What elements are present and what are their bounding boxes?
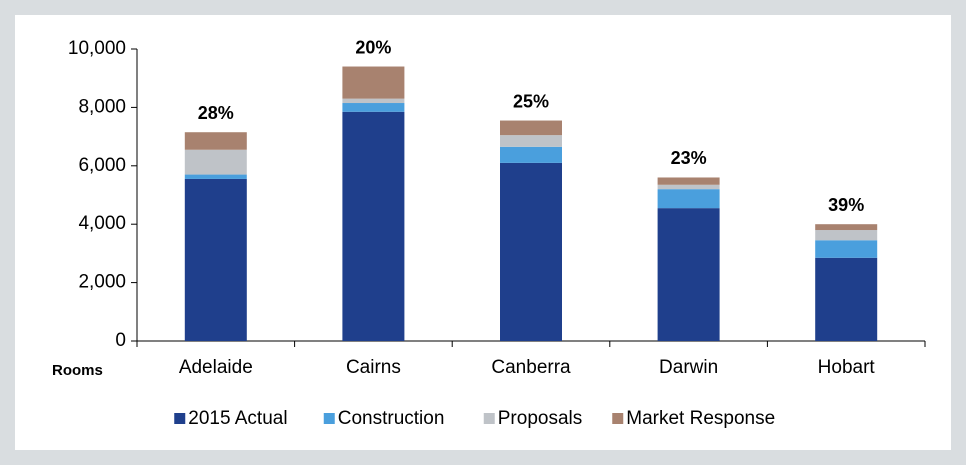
legend-label: 2015 Actual [188, 408, 287, 429]
bar-segment [657, 184, 720, 190]
bar-segment [500, 135, 562, 147]
bar-segment [184, 132, 247, 150]
annotation: 25% [513, 91, 549, 111]
bar-segment [500, 162, 562, 341]
legend-swatch [174, 413, 186, 424]
axis-label: Rooms [52, 362, 103, 379]
annotation: 28% [198, 103, 234, 123]
bar-segment [342, 98, 405, 104]
annotation: 23% [671, 148, 707, 168]
bar-segment [815, 240, 878, 258]
bar-segment [184, 149, 247, 175]
legend-label: Market Response [626, 408, 775, 429]
legend-swatch [323, 413, 335, 424]
y-tick-label: 2,000 [78, 272, 126, 293]
bar-segment [815, 230, 878, 241]
bar-segment [342, 111, 405, 341]
legend-swatch [483, 413, 495, 424]
bar-segment [657, 208, 720, 341]
y-tick-label: 8,000 [78, 96, 126, 117]
y-tick-label: 6,000 [78, 155, 126, 176]
bar-segment [342, 103, 405, 112]
y-tick-label: 4,000 [78, 213, 126, 234]
x-tick-label: Darwin [659, 357, 718, 378]
bar-segment [184, 178, 247, 341]
panel [15, 15, 951, 450]
legend-label: Construction [338, 408, 445, 429]
bar-segment [815, 257, 878, 341]
bar-segment [500, 146, 562, 163]
annotation: 20% [355, 37, 391, 57]
y-tick-label: 10,000 [68, 38, 126, 59]
legend-swatch [612, 413, 624, 424]
bar-segment [500, 120, 562, 136]
x-tick-label: Canberra [491, 357, 571, 378]
y-tick-label: 0 [115, 330, 126, 351]
x-tick-label: Cairns [346, 357, 401, 378]
legend-label: Proposals [498, 408, 583, 429]
bar-segment [657, 189, 720, 209]
x-tick-label: Hobart [818, 357, 876, 378]
x-tick-label: Adelaide [179, 357, 253, 378]
bar-segment [184, 174, 247, 179]
bar-segment [342, 66, 405, 99]
annotation: 39% [828, 195, 864, 215]
bar-segment [815, 224, 878, 231]
bar-segment [657, 177, 720, 185]
